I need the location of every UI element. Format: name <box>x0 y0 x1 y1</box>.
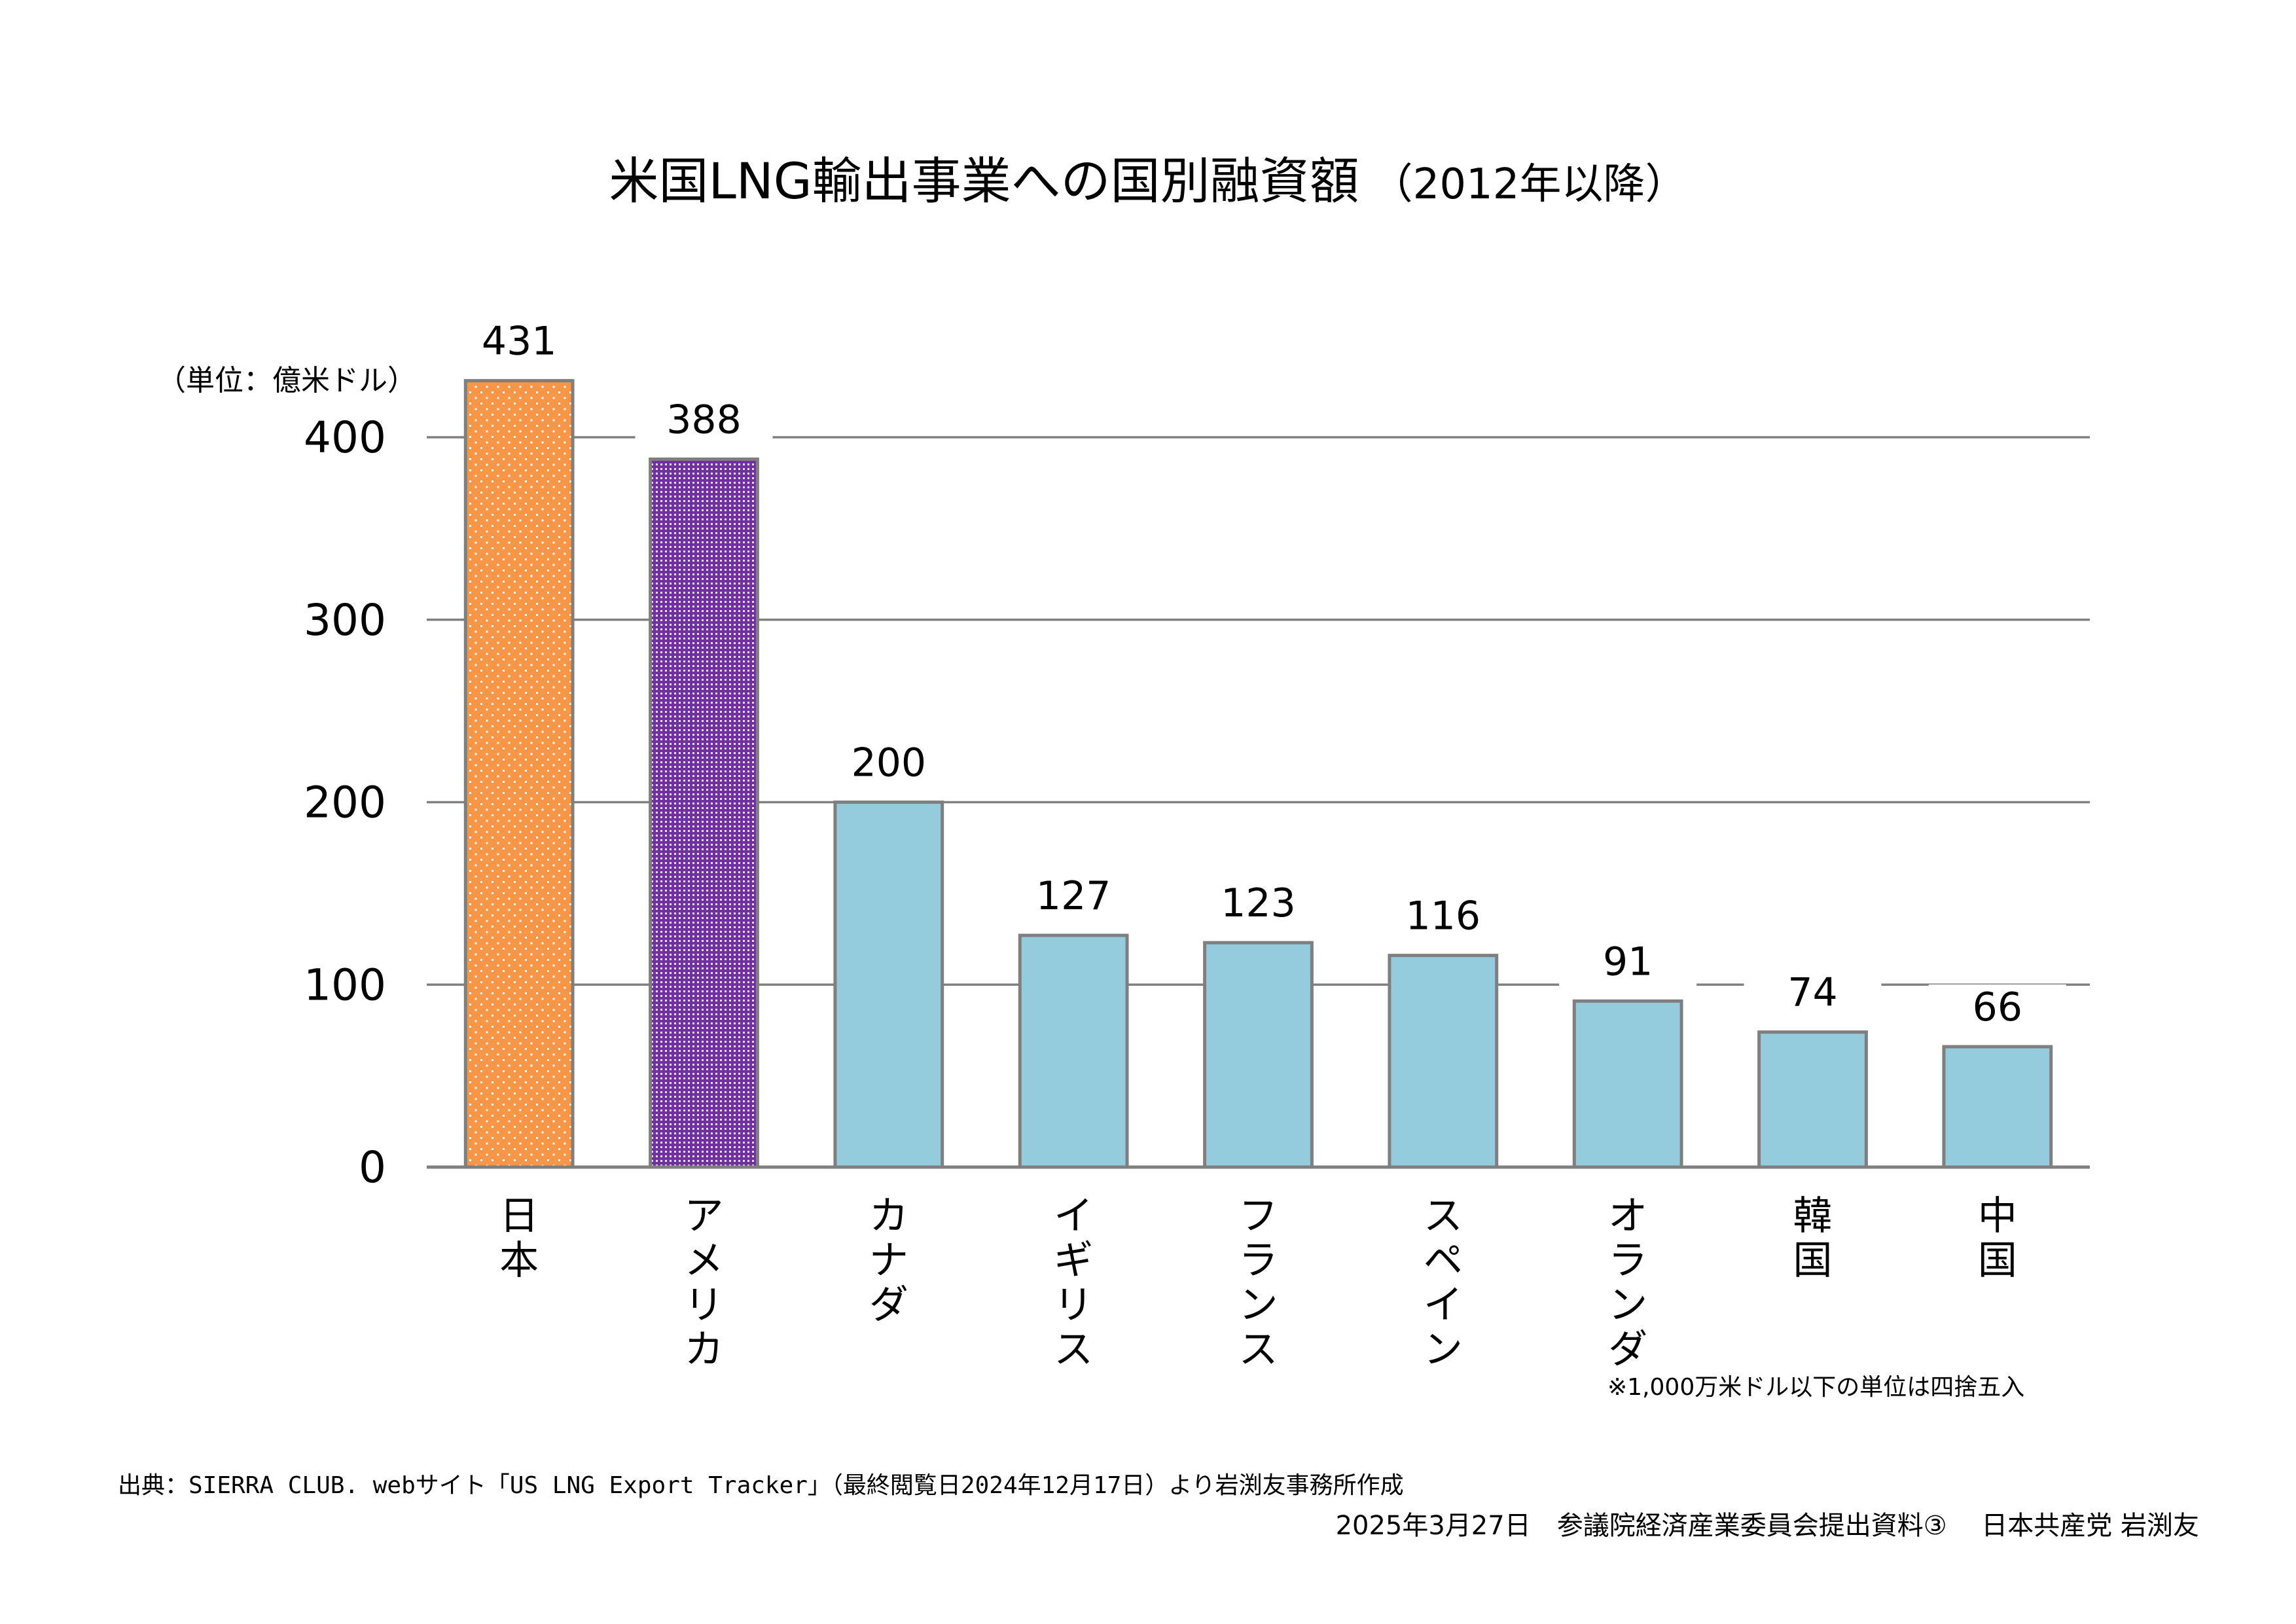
data-label-background <box>1374 893 1512 943</box>
bar <box>649 457 759 1169</box>
rounding-note: ※1,000万米ドル以下の単位は四捨五入 <box>1607 1374 2025 1401</box>
data-labels: 431 388 200 127 123 116 91 74 66 <box>450 318 2066 1034</box>
footer-credit: 2025年3月27日 参議院経済産業委員会提出資料③ 日本共産党 岩渕友 <box>1335 1511 2199 1541</box>
data-label-background <box>635 397 773 446</box>
category-label-char: カ <box>685 1327 724 1373</box>
data-label: 127 <box>1036 873 1111 919</box>
data-label-background <box>450 318 588 368</box>
category-label-char: ン <box>1608 1282 1647 1328</box>
data-label: 123 <box>1221 880 1296 926</box>
category-label-char: カ <box>869 1193 908 1239</box>
bar <box>463 379 575 1169</box>
category-label-char: ラ <box>1608 1238 1647 1284</box>
data-label: 388 <box>666 397 742 442</box>
data-label-background <box>1928 984 2066 1034</box>
source-citation: 出典：SIERRA CLUB. webサイト「US LNG Export Tra… <box>118 1472 1404 1499</box>
y-tick-label: 300 <box>304 595 386 645</box>
category-label: 韓国 <box>1793 1193 1833 1284</box>
category-label-char: メ <box>685 1238 724 1284</box>
category-label: 中国 <box>1978 1193 2017 1284</box>
bar <box>1757 1030 1868 1169</box>
category-label: カナダ <box>869 1193 908 1328</box>
category-label-char: イ <box>1054 1193 1093 1239</box>
y-tick-label: 100 <box>304 960 386 1010</box>
bar <box>1572 999 1683 1169</box>
bar <box>833 801 944 1169</box>
data-label-background <box>1005 873 1143 922</box>
category-label-char: ス <box>1239 1327 1278 1373</box>
data-label: 91 <box>1603 939 1653 984</box>
data-label-background <box>1744 969 1882 1019</box>
category-label-char: ペ <box>1424 1238 1463 1284</box>
category-label-char: 韓 <box>1793 1193 1833 1239</box>
y-axis-ticks: 0 100 200 300 400 <box>304 412 386 1193</box>
bar <box>1942 1045 2053 1169</box>
category-label-char: ギ <box>1054 1238 1093 1284</box>
category-label-char: ス <box>1054 1327 1093 1373</box>
chart-subtitle: （2012年以降） <box>1371 160 1687 209</box>
bars <box>463 379 2053 1169</box>
category-label-char: 本 <box>499 1238 539 1284</box>
bar <box>1388 954 1499 1169</box>
category-label-char: ア <box>685 1193 724 1239</box>
data-label-background <box>1189 880 1327 930</box>
category-label-char: フ <box>1239 1193 1278 1239</box>
category-label-char: 中 <box>1978 1193 2017 1239</box>
bar <box>1018 933 1129 1169</box>
data-label: 116 <box>1406 893 1481 939</box>
category-label-char: ダ <box>1608 1327 1647 1373</box>
category-label-char: ダ <box>869 1282 908 1328</box>
category-label-char: リ <box>1054 1282 1093 1328</box>
category-label-char: イ <box>1424 1282 1463 1328</box>
data-label: 200 <box>852 740 927 786</box>
chart-title-main: 米国LNG輸出事業への国別融資額 <box>609 152 1359 210</box>
category-label-char: 日 <box>499 1193 539 1239</box>
y-tick-label: 400 <box>304 412 386 463</box>
category-label-char: ン <box>1424 1327 1463 1373</box>
category-label-char: ラ <box>1239 1238 1278 1284</box>
data-label-background <box>819 740 958 789</box>
data-label: 431 <box>482 319 557 365</box>
bar <box>1203 941 1314 1169</box>
y-tick-label: 200 <box>304 778 386 828</box>
category-label-char: オ <box>1608 1193 1647 1239</box>
category-label-char: ナ <box>869 1238 908 1284</box>
category-label-char: リ <box>685 1282 724 1328</box>
data-label: 66 <box>1973 984 2022 1030</box>
chart-title: 米国LNG輸出事業への国別融資額 （2012年以降） <box>0 141 2296 213</box>
data-label: 74 <box>1787 970 1837 1016</box>
category-label: 日本 <box>499 1193 539 1284</box>
category-label-char: ン <box>1239 1282 1278 1328</box>
data-label-background <box>1559 939 1697 988</box>
y-tick-label: 0 <box>359 1142 386 1193</box>
category-label-char: 国 <box>1793 1238 1833 1284</box>
category-label-char: 国 <box>1978 1238 2017 1284</box>
category-label-char: ス <box>1424 1193 1463 1239</box>
unit-label: （単位：億米ドル） <box>157 364 416 397</box>
